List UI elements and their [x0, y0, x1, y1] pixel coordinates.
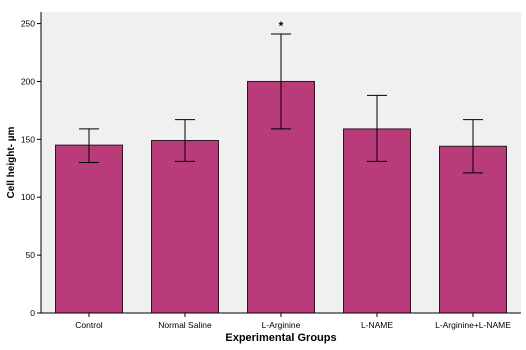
- y-axis: 0 50 100 150 200 250: [21, 12, 42, 318]
- bar-1: [151, 140, 219, 314]
- y-tick-label-3: 150: [21, 134, 35, 144]
- x-axis-label: Experimental Groups: [225, 332, 336, 344]
- x-tick-label-4: L-Arginine+L-NAME: [435, 320, 511, 330]
- x-axis: Control Normal Saline L-Arginine L-NAME L-Ar…: [41, 312, 521, 330]
- x-tick-label-3: L-NAME: [361, 320, 393, 330]
- x-tick-label-0: Control: [75, 320, 103, 330]
- y-tick-label-4: 200: [21, 76, 35, 86]
- bar-0: [55, 144, 123, 314]
- y-tick-label-2: 100: [21, 192, 35, 202]
- y-tick-label-0: 0: [30, 308, 35, 318]
- error-bars-layer: *: [79, 19, 483, 174]
- x-tick-label-2: L-Arginine: [262, 320, 301, 330]
- y-tick-label-5: 250: [21, 19, 35, 29]
- y-tick-label-1: 50: [26, 250, 36, 260]
- significance-marker-0: *: [279, 19, 284, 33]
- x-tick-label-1: Normal Saline: [158, 320, 212, 330]
- y-axis-label: Cell height- µm: [6, 126, 17, 198]
